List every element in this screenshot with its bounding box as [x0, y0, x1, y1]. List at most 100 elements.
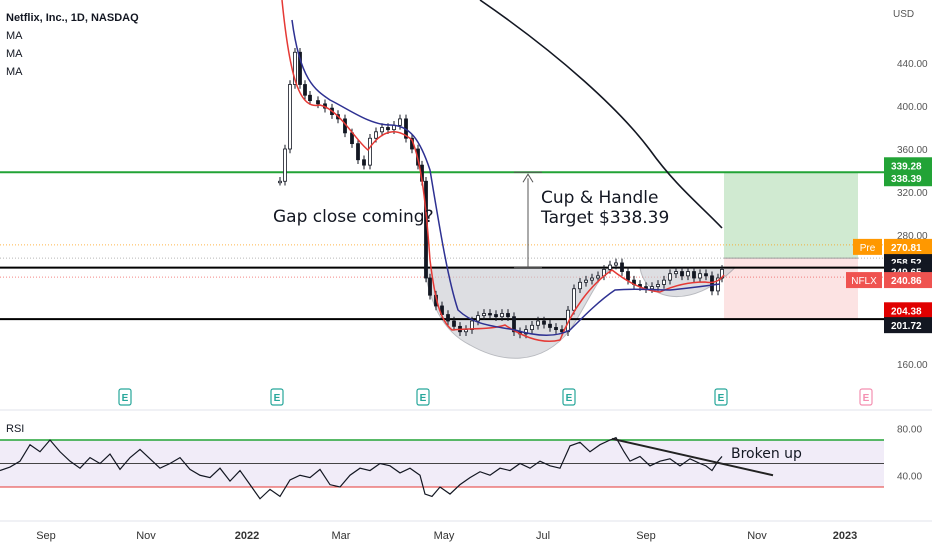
price-tag-prefix-box	[853, 238, 882, 255]
rsi-pane: RSI Broken up	[0, 409, 932, 500]
candle-body	[308, 94, 312, 102]
legend-ma-3[interactable]: MA	[6, 66, 23, 78]
target-arrow-head	[522, 173, 534, 183]
candle-body	[482, 313, 486, 317]
candle-body	[278, 180, 282, 184]
price-tag-prefix-box	[846, 272, 882, 289]
earnings-marker-box	[270, 388, 284, 406]
price-tag-box	[884, 317, 932, 334]
price-tag: 204.38	[884, 302, 932, 319]
price-tag-box	[884, 170, 932, 187]
candle-body	[680, 271, 684, 277]
time-tick-label: 2022	[235, 530, 259, 542]
price-tag-label: 339.28	[891, 161, 922, 172]
annotation-gap: Gap close coming?	[273, 207, 434, 227]
price-tick-label: 280.00	[897, 231, 928, 242]
price-tag: 201.72	[884, 317, 932, 334]
price-tick-label: 320.00	[897, 188, 928, 199]
candle-body	[356, 143, 360, 161]
candle-body	[584, 279, 588, 283]
time-axis: Sep Nov 2022 Mar May Jul Sep Nov 2023	[0, 520, 932, 542]
candle-body	[386, 127, 390, 131]
time-tick-label: Nov	[747, 530, 767, 542]
candle-body	[698, 273, 702, 279]
price-tag-box	[884, 272, 932, 289]
candle-body	[692, 271, 696, 279]
candle-body	[650, 286, 654, 290]
price-tag-label: 201.72	[891, 321, 922, 332]
earnings-marker: E	[416, 388, 430, 406]
candle-body	[524, 329, 528, 335]
price-tick-label: 440.00	[897, 59, 928, 70]
earnings-marker-label: E	[274, 393, 281, 404]
candle-body	[303, 84, 307, 96]
candle-body	[428, 277, 432, 296]
price-tag: 270.81 Pre	[853, 238, 932, 255]
time-tick-label: Jul	[536, 530, 550, 542]
candle-body	[536, 320, 540, 326]
candle-body	[506, 313, 510, 318]
earnings-marker-label: E	[566, 393, 573, 404]
candle-body	[452, 320, 456, 327]
candle-body	[464, 329, 468, 333]
earnings-marker-box	[562, 388, 576, 406]
candle-body	[500, 313, 504, 318]
candle-body	[548, 323, 552, 328]
candle-body	[380, 127, 384, 133]
candle-body	[572, 288, 576, 311]
price-tag-prefix: NFLX	[851, 276, 877, 287]
earnings-marker: E	[118, 388, 132, 406]
price-tag-label: 338.39	[891, 174, 922, 185]
time-tick-label: Sep	[636, 530, 656, 542]
time-tick-label: Mar	[332, 530, 351, 542]
candle-body	[578, 281, 582, 290]
candle-body	[316, 100, 320, 105]
legend-title: Netflix, Inc., 1D, NASDAQ	[6, 12, 139, 24]
rsi-tick-label: 80.00	[897, 424, 922, 435]
earnings-marker-box	[416, 388, 430, 406]
rsi-trendline	[611, 437, 774, 477]
earnings-marker: E	[859, 388, 873, 406]
ma-slow-line	[479, 0, 723, 229]
legend-ma-2[interactable]: MA	[6, 48, 23, 60]
earnings-marker: E	[714, 388, 728, 406]
candle-body	[494, 314, 498, 318]
candle-body	[686, 271, 690, 277]
candle-body	[446, 314, 450, 322]
price-tag-box	[884, 238, 932, 255]
target-zone	[724, 172, 858, 259]
candle-body	[476, 315, 480, 322]
candle-body	[542, 320, 546, 325]
target-arrow	[514, 171, 542, 269]
price-tick-label: 160.00	[897, 360, 928, 371]
candle-body	[674, 271, 678, 275]
candle-body	[288, 84, 292, 150]
candle-body	[374, 131, 378, 139]
price-axis: USD440.00400.00360.00320.00280.00240.002…	[846, 9, 932, 482]
candle-body	[662, 279, 666, 285]
candle-body	[620, 262, 624, 272]
annotation-broken-up: Broken up	[731, 446, 802, 462]
candle-body	[512, 316, 516, 333]
price-tag-box	[884, 302, 932, 319]
legend-ma-1[interactable]: MA	[6, 30, 23, 42]
earnings-marker: E	[562, 388, 576, 406]
price-tag-label: 270.81	[891, 243, 922, 254]
currency-label: USD	[893, 9, 914, 20]
earnings-marker-box	[714, 388, 728, 406]
support-resistance-lines	[0, 171, 884, 321]
cup-shape	[423, 267, 616, 359]
earnings-marker-label: E	[420, 393, 427, 404]
moving-averages	[281, 0, 725, 342]
earnings-marker: E	[270, 388, 284, 406]
earnings-marker-label: E	[122, 393, 129, 404]
rsi-tick-label: 40.00	[897, 471, 922, 482]
candle-body	[656, 284, 660, 288]
annotation-target-2: Target $338.39	[540, 208, 669, 228]
candle-body	[668, 273, 672, 281]
price-tag-box	[884, 157, 932, 174]
candle-body	[596, 275, 600, 279]
candle-body	[283, 148, 287, 182]
chart-legend: Netflix, Inc., 1D, NASDAQ MA MA MA	[6, 9, 139, 81]
